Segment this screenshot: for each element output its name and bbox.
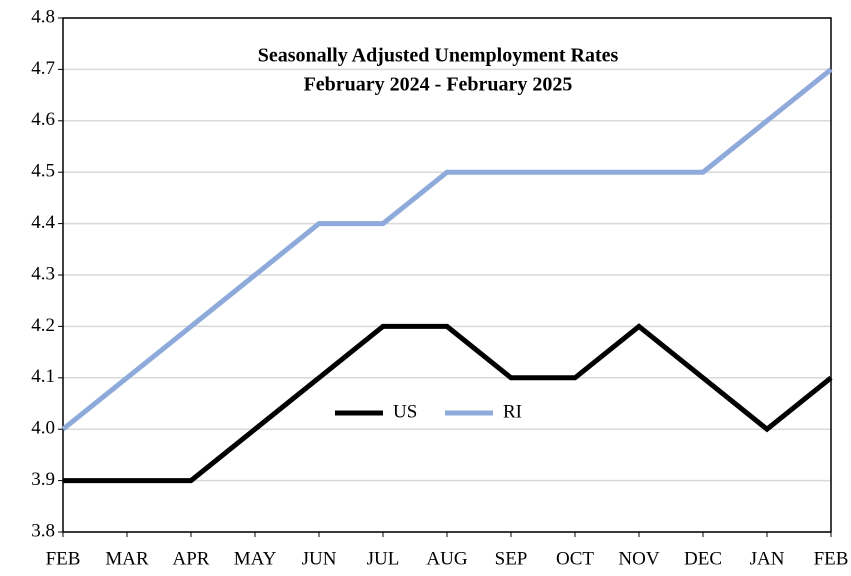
y-tick-label: 4.8 — [31, 6, 55, 27]
x-tick-label: JUL — [367, 548, 400, 569]
x-tick-label: FEB — [46, 548, 81, 569]
series-line — [61, 67, 833, 432]
chart-title: Seasonally Adjusted Unemployment Rates — [258, 45, 619, 67]
y-tick-label: 4.1 — [31, 366, 55, 387]
x-tick-label: FEB — [814, 548, 849, 569]
x-tick-label: JUN — [302, 548, 337, 569]
x-tick-label: AUG — [426, 548, 467, 569]
x-tick-label: SEP — [495, 548, 528, 569]
legend-label: US — [393, 401, 417, 422]
x-tick-label: JAN — [750, 548, 785, 569]
y-tick-label: 3.9 — [31, 469, 55, 490]
x-tick-label: DEC — [684, 548, 722, 569]
x-tick-label: APR — [173, 548, 210, 569]
y-tick-label: 4.7 — [31, 58, 55, 79]
x-tick-label: NOV — [618, 548, 659, 569]
x-tick-label: OCT — [556, 548, 594, 569]
series-line — [63, 323, 833, 484]
y-tick-label: 4.6 — [31, 109, 55, 130]
y-tick-label: 4.2 — [31, 315, 55, 336]
y-tick-label: 4.0 — [31, 418, 55, 439]
y-tick-label: 3.8 — [31, 520, 55, 541]
y-tick-label: 4.4 — [31, 212, 55, 233]
x-tick-label: MAR — [105, 548, 149, 569]
x-tick-label: MAY — [234, 548, 277, 569]
legend-label: RI — [503, 401, 522, 422]
chart-subtitle: February 2024 - February 2025 — [304, 74, 573, 96]
y-tick-label: 4.5 — [31, 161, 55, 182]
y-tick-label: 4.3 — [31, 263, 55, 284]
